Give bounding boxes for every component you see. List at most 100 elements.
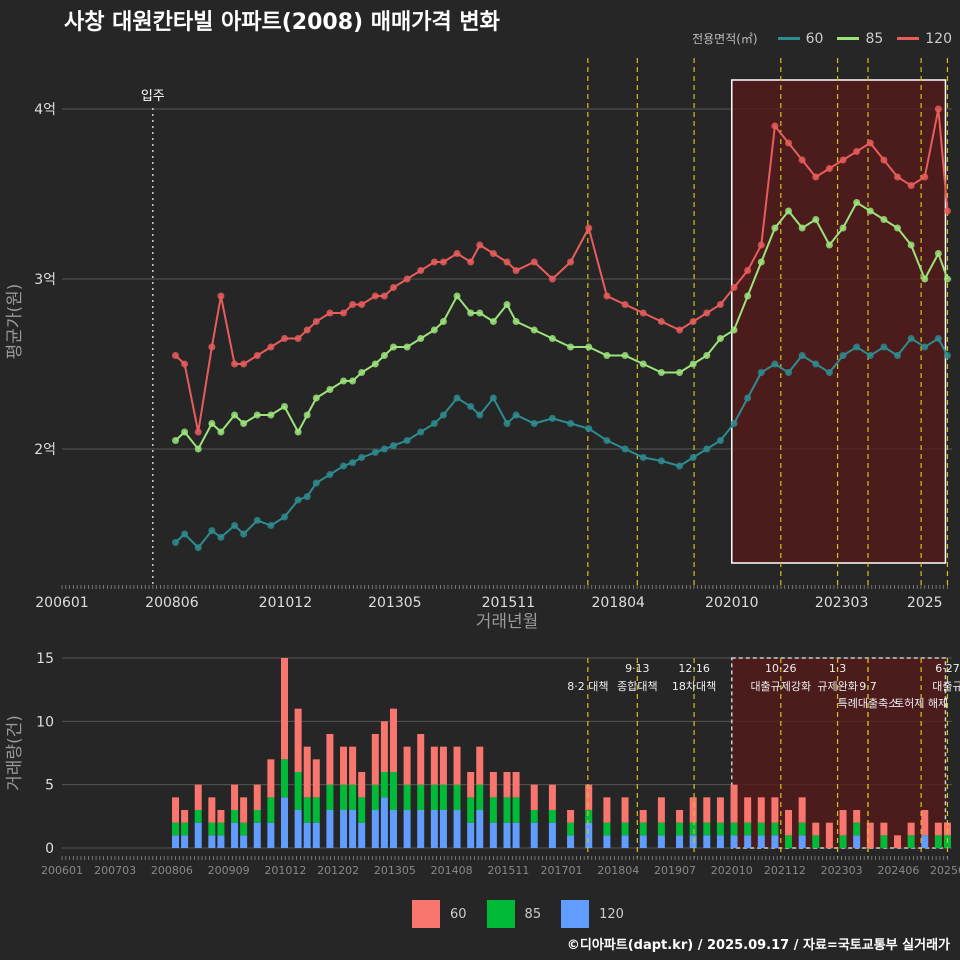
bar-legend-item-120: 120 bbox=[561, 900, 624, 928]
data-point-85 bbox=[267, 411, 275, 419]
data-point-85 bbox=[303, 411, 311, 419]
legend-line-60 bbox=[777, 37, 800, 40]
volume-bar-85 bbox=[371, 784, 379, 810]
volume-bar-60 bbox=[853, 810, 861, 823]
data-point-85 bbox=[812, 216, 820, 223]
data-point-60 bbox=[194, 544, 202, 552]
policy-date-label: 10·26 bbox=[765, 662, 797, 675]
data-point-60 bbox=[530, 420, 538, 427]
volume-bar-85 bbox=[603, 822, 611, 836]
volume-bar-120 bbox=[512, 822, 520, 848]
volume-bar-85 bbox=[181, 822, 189, 836]
policy-date-label: 12·16 bbox=[678, 662, 710, 675]
data-point-60 bbox=[403, 437, 411, 444]
data-point-60 bbox=[907, 335, 915, 342]
data-point-85 bbox=[312, 394, 320, 402]
data-point-120 bbox=[567, 258, 575, 266]
data-point-60 bbox=[798, 352, 806, 359]
volume-bar-85 bbox=[253, 810, 261, 823]
volume-bar-60 bbox=[371, 734, 379, 785]
volume-bar-85 bbox=[380, 772, 388, 798]
bar-legend-item-85: 85 bbox=[486, 900, 541, 928]
volume-bar-60 bbox=[716, 797, 724, 823]
data-point-60 bbox=[371, 448, 379, 456]
volume-bar-85 bbox=[476, 784, 484, 810]
data-point-120 bbox=[785, 139, 793, 147]
volume-bar-60 bbox=[894, 835, 902, 848]
volume-bar-120 bbox=[253, 822, 261, 848]
volume-bar-85 bbox=[489, 797, 497, 823]
volume-bar-60 bbox=[585, 784, 593, 810]
data-point-85 bbox=[503, 301, 511, 308]
data-point-120 bbox=[730, 284, 738, 291]
data-point-85 bbox=[530, 326, 538, 334]
volume-bar-120 bbox=[303, 822, 311, 848]
volume-bar-60 bbox=[240, 797, 248, 823]
volume-bar-60 bbox=[253, 784, 261, 810]
data-point-85 bbox=[349, 377, 357, 385]
data-point-60 bbox=[621, 445, 629, 453]
volume-bar-120 bbox=[312, 822, 320, 848]
data-point-85 bbox=[439, 318, 447, 325]
chart-title: 사창 대원칸타빌 아파트(2008) 매매가격 변화 bbox=[64, 10, 500, 35]
volume-bar-85 bbox=[417, 784, 425, 810]
data-point-120 bbox=[403, 275, 411, 283]
bar-x-tick-label: 201305 bbox=[374, 864, 416, 877]
volume-bar-85 bbox=[358, 797, 366, 823]
volume-bar-60 bbox=[172, 797, 180, 823]
data-point-60 bbox=[689, 454, 697, 461]
data-point-120 bbox=[312, 318, 320, 325]
volume-bar-60 bbox=[430, 746, 438, 785]
volume-bar-120 bbox=[716, 835, 724, 848]
volume-bar-120 bbox=[467, 822, 475, 848]
data-point-85 bbox=[294, 428, 302, 436]
data-point-60 bbox=[512, 411, 520, 419]
volume-bar-85 bbox=[240, 822, 248, 836]
policy-name-label: 대출규제강화 bbox=[750, 680, 811, 693]
data-point-60 bbox=[389, 442, 397, 450]
data-point-85 bbox=[548, 335, 556, 342]
volume-bar-60 bbox=[403, 746, 411, 785]
data-point-85 bbox=[453, 292, 461, 300]
data-point-85 bbox=[785, 207, 793, 215]
bar-highlight-box bbox=[731, 657, 947, 849]
volume-bar-60 bbox=[548, 784, 556, 810]
volume-bar-85 bbox=[744, 822, 752, 836]
data-point-60 bbox=[172, 539, 180, 546]
data-point-85 bbox=[380, 352, 388, 359]
x-tick-label: 201511 bbox=[482, 595, 535, 611]
volume-bar-120 bbox=[621, 835, 629, 848]
data-point-120 bbox=[639, 309, 647, 317]
data-point-85 bbox=[603, 352, 611, 359]
data-point-60 bbox=[853, 343, 861, 351]
data-point-120 bbox=[430, 258, 438, 266]
data-point-85 bbox=[853, 199, 861, 206]
volume-bar-85 bbox=[349, 784, 357, 810]
data-point-120 bbox=[208, 343, 216, 351]
volume-bar-85 bbox=[785, 835, 793, 848]
policy-name-label: 8·2 대책 bbox=[567, 680, 608, 693]
data-point-85 bbox=[934, 250, 942, 257]
volume-bar-120 bbox=[771, 835, 779, 848]
data-point-120 bbox=[453, 250, 461, 257]
data-point-60 bbox=[548, 414, 556, 422]
volume-bar-85 bbox=[639, 822, 647, 836]
data-point-85 bbox=[676, 369, 684, 376]
data-point-120 bbox=[716, 301, 724, 308]
data-point-60 bbox=[676, 462, 684, 470]
volume-bar-120 bbox=[798, 835, 806, 848]
data-point-85 bbox=[358, 369, 366, 376]
volume-bar-60 bbox=[380, 721, 388, 772]
volume-bar-120 bbox=[240, 835, 248, 848]
data-point-120 bbox=[703, 309, 711, 317]
data-point-85 bbox=[194, 445, 202, 453]
data-point-85 bbox=[825, 241, 833, 249]
volume-bar-85 bbox=[839, 835, 847, 848]
data-point-120 bbox=[798, 156, 806, 164]
volume-bar-60 bbox=[349, 746, 357, 785]
data-point-60 bbox=[231, 522, 239, 529]
data-point-60 bbox=[812, 360, 820, 368]
volume-bar-120 bbox=[676, 835, 684, 848]
volume-bar-85 bbox=[303, 797, 311, 823]
data-point-60 bbox=[208, 527, 216, 535]
